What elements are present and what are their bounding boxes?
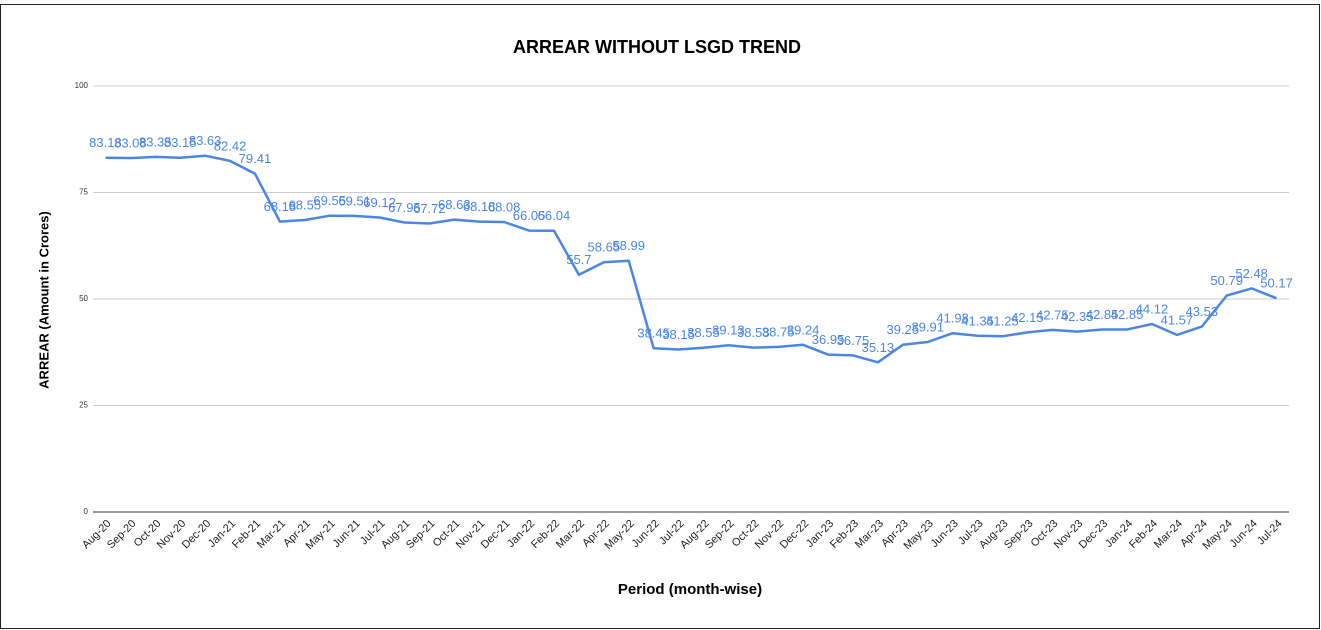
data-label: 68.18: [463, 199, 496, 214]
chart-title: ARREAR WITHOUT LSGD TREND: [513, 37, 801, 57]
data-label: 39.24: [787, 322, 820, 337]
y-tick-label: 100: [75, 81, 89, 90]
data-label: 55.7: [566, 252, 591, 267]
data-label: 35.13: [862, 340, 895, 355]
data-label: 68.55: [289, 197, 322, 212]
y-tick-label: 25: [79, 401, 88, 410]
y-axis-label: ARREAR (Amount in Crores): [36, 211, 51, 389]
data-label: 39.91: [911, 319, 944, 334]
data-label: 67.95: [388, 200, 421, 215]
data-label: 38.58: [737, 325, 770, 340]
data-label: 39.13: [712, 323, 745, 338]
line-series: [105, 154, 1277, 364]
data-label: 42.85: [1111, 307, 1144, 322]
data-label: 42.35: [1061, 309, 1094, 324]
data-label: 36.95: [812, 332, 845, 347]
data-label: 66.05: [513, 208, 546, 223]
data-label: 68.18: [264, 199, 297, 214]
data-label: 42.75: [1036, 307, 1069, 322]
data-label: 83.35: [139, 134, 172, 149]
data-label: 39.25: [887, 322, 920, 337]
data-label: 38.75: [762, 324, 795, 339]
data-label: 83.08: [114, 136, 147, 151]
data-label: 69.51: [338, 193, 371, 208]
data-label: 38.45: [637, 326, 670, 341]
data-label: 67.72: [413, 201, 446, 216]
data-label: 38.55: [687, 325, 720, 340]
data-label: 58.99: [612, 238, 645, 253]
data-label: 44.12: [1136, 301, 1169, 316]
y-tick-label: 75: [79, 188, 88, 197]
data-label: 66.04: [538, 208, 571, 223]
data-label: 41.35: [961, 313, 994, 328]
data-label: 52.48: [1235, 266, 1268, 281]
data-label: 38.15: [662, 327, 695, 342]
data-label: 41.25: [986, 314, 1019, 329]
data-label: 58.65: [588, 240, 621, 255]
data-label: 42.85: [1086, 307, 1119, 322]
frame: [0, 4, 1320, 629]
y-tick-label: 50: [79, 294, 88, 303]
data-label: 36.75: [837, 333, 870, 348]
data-label: 43.53: [1186, 304, 1219, 319]
data-label: 42.15: [1011, 310, 1044, 325]
data-label: 68.08: [488, 199, 521, 214]
data-label: 82.42: [214, 138, 247, 153]
y-tick-label: 0: [84, 507, 89, 516]
data-label: 50.17: [1260, 276, 1293, 291]
data-label: 41.98: [936, 311, 969, 326]
data-label: 79.41: [239, 151, 272, 166]
data-label: 83.63: [189, 133, 222, 148]
data-label: 83.15: [164, 135, 197, 150]
data-label: 50.79: [1210, 273, 1243, 288]
x-axis-label: Period (month-wise): [618, 581, 762, 598]
data-label: 69.55: [313, 193, 346, 208]
data-label: 69.12: [363, 195, 396, 210]
data-label: 41.57: [1161, 312, 1194, 327]
data-label: 68.63: [438, 197, 471, 212]
data-label: 83.18: [89, 135, 122, 150]
